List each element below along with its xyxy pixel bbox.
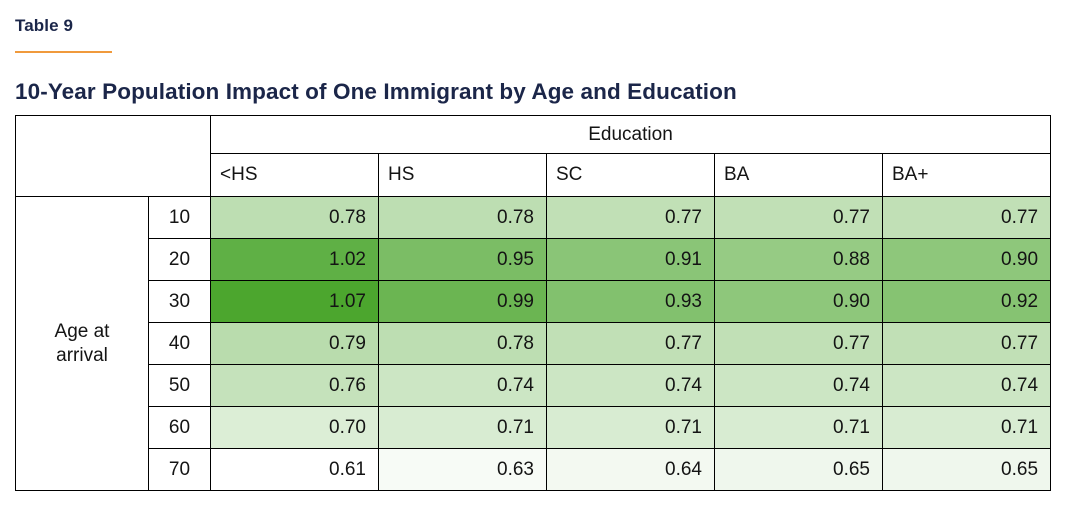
education-column-header: HS: [378, 153, 547, 197]
table-row: 60 0.70 0.71 0.71 0.71 0.71: [16, 406, 1052, 449]
value-cell: 0.64: [546, 448, 715, 491]
value-cell: 0.74: [881, 364, 1052, 407]
value-cell: 0.65: [881, 448, 1052, 491]
table-row: 70 0.61 0.63 0.64 0.65 0.65: [16, 448, 1052, 491]
value-cell: 0.78: [378, 196, 547, 239]
table-row: 20 1.02 0.95 0.91 0.88 0.90: [16, 238, 1052, 281]
value-cell: 0.76: [210, 364, 379, 407]
value-cell: 0.77: [881, 196, 1052, 239]
value-cell: 1.02: [210, 238, 379, 281]
education-group-row: Education: [15, 115, 1052, 197]
age-cell: 30: [148, 280, 211, 323]
value-cell: 0.95: [378, 238, 547, 281]
value-cell: 0.77: [546, 322, 715, 365]
age-cell: 60: [148, 406, 211, 449]
value-cell: 0.77: [546, 196, 715, 239]
table-row: 30 1.07 0.99 0.93 0.90 0.92: [16, 280, 1052, 323]
age-cell: 70: [148, 448, 211, 491]
value-cell: 0.91: [546, 238, 715, 281]
age-cell: 10: [148, 196, 211, 239]
value-cell: 0.71: [714, 406, 883, 449]
value-cell: 0.78: [378, 322, 547, 365]
table-kicker: Table 9: [15, 16, 74, 35]
value-cell: 0.88: [714, 238, 883, 281]
age-cell: 40: [148, 322, 211, 365]
value-cell: 0.74: [714, 364, 883, 407]
table-row: 40 0.79 0.78 0.77 0.77 0.77: [16, 322, 1052, 365]
value-cell: 0.71: [378, 406, 547, 449]
value-cell: 0.77: [881, 322, 1052, 365]
value-cell: 0.71: [881, 406, 1052, 449]
value-cell: 0.93: [546, 280, 715, 323]
age-cell: 50: [148, 364, 211, 407]
value-cell: 0.61: [210, 448, 379, 491]
value-cell: 0.77: [714, 196, 883, 239]
education-columns-row: <HS HS SC BA BA+: [16, 153, 1052, 197]
value-cell: 0.65: [714, 448, 883, 491]
education-column-header: SC: [546, 153, 715, 197]
table-row: 50 0.76 0.74 0.74 0.74 0.74: [16, 364, 1052, 407]
value-cell: 0.74: [546, 364, 715, 407]
value-cell: 0.77: [714, 322, 883, 365]
accent-rule: [15, 51, 112, 53]
impact-table: Education <HS HS SC BA BA+ Age at arrival 10 0…: [15, 115, 1052, 491]
row-group-label: Age at arrival: [15, 196, 149, 491]
value-cell: 0.90: [881, 238, 1052, 281]
value-cell: 0.92: [881, 280, 1052, 323]
value-cell: 0.71: [546, 406, 715, 449]
table-row: Age at arrival 10 0.78 0.78 0.77 0.77 0.77: [15, 196, 1052, 491]
value-cell: 0.79: [210, 322, 379, 365]
value-cell: 0.74: [378, 364, 547, 407]
education-column-header: <HS: [210, 153, 379, 197]
value-cell: 0.90: [714, 280, 883, 323]
age-cell: 20: [148, 238, 211, 281]
value-cell: 0.99: [378, 280, 547, 323]
value-cell: 0.70: [210, 406, 379, 449]
education-column-header: BA: [714, 153, 883, 197]
education-column-header: BA+: [881, 153, 1052, 197]
page-title: 10-Year Population Impact of One Immigra…: [15, 79, 737, 104]
education-group-header: Education: [209, 115, 1052, 154]
corner-cell: [15, 115, 211, 197]
value-cell: 0.78: [210, 196, 379, 239]
value-cell: 1.07: [210, 280, 379, 323]
value-cell: 0.63: [378, 448, 547, 491]
